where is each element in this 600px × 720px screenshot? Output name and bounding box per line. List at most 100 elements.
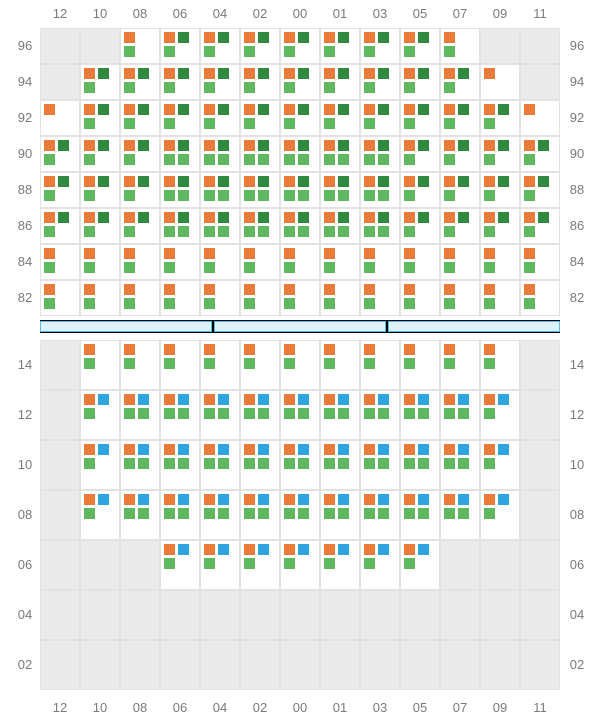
bottom-cell[interactable] [200,540,240,590]
bottom-cell[interactable] [320,540,360,590]
top-cell[interactable] [360,244,400,280]
top-cell[interactable] [200,244,240,280]
bottom-cell[interactable] [480,340,520,390]
top-cell[interactable] [520,172,560,208]
bottom-cell[interactable] [440,340,480,390]
top-cell[interactable] [400,100,440,136]
bottom-cell[interactable] [360,390,400,440]
bottom-cell[interactable] [240,490,280,540]
bottom-cell[interactable] [120,440,160,490]
bottom-cell[interactable] [240,540,280,590]
bottom-cell[interactable] [400,340,440,390]
top-cell[interactable] [320,28,360,64]
bottom-cell[interactable] [240,390,280,440]
top-cell[interactable] [400,208,440,244]
top-cell[interactable] [480,64,520,100]
bottom-cell[interactable] [400,440,440,490]
bottom-cell[interactable] [240,340,280,390]
bottom-cell[interactable] [400,540,440,590]
top-cell[interactable] [80,172,120,208]
top-cell[interactable] [360,28,400,64]
top-cell[interactable] [480,280,520,316]
bottom-cell[interactable] [480,490,520,540]
top-cell[interactable] [280,172,320,208]
top-cell[interactable] [280,244,320,280]
top-cell[interactable] [120,136,160,172]
top-cell[interactable] [280,64,320,100]
top-cell[interactable] [40,280,80,316]
top-cell[interactable] [360,100,400,136]
bottom-cell[interactable] [80,440,120,490]
top-cell[interactable] [240,172,280,208]
top-cell[interactable] [160,172,200,208]
top-cell[interactable] [440,280,480,316]
top-cell[interactable] [120,172,160,208]
top-cell[interactable] [80,136,120,172]
top-cell[interactable] [120,28,160,64]
bottom-cell[interactable] [280,390,320,440]
top-cell[interactable] [280,28,320,64]
top-cell[interactable] [280,136,320,172]
bottom-cell[interactable] [280,540,320,590]
top-cell[interactable] [240,244,280,280]
top-cell[interactable] [240,28,280,64]
top-cell[interactable] [480,172,520,208]
top-cell[interactable] [120,208,160,244]
top-cell[interactable] [160,64,200,100]
bottom-cell[interactable] [280,340,320,390]
top-cell[interactable] [160,100,200,136]
top-cell[interactable] [320,172,360,208]
top-cell[interactable] [240,100,280,136]
top-cell[interactable] [40,136,80,172]
top-cell[interactable] [400,172,440,208]
bottom-cell[interactable] [280,440,320,490]
bottom-cell[interactable] [160,490,200,540]
top-cell[interactable] [440,64,480,100]
top-cell[interactable] [120,280,160,316]
bottom-cell[interactable] [320,440,360,490]
top-cell[interactable] [440,208,480,244]
bottom-cell[interactable] [360,490,400,540]
top-cell[interactable] [160,208,200,244]
top-cell[interactable] [320,208,360,244]
bottom-cell[interactable] [200,490,240,540]
bottom-cell[interactable] [360,540,400,590]
bottom-cell[interactable] [120,390,160,440]
top-cell[interactable] [480,100,520,136]
top-cell[interactable] [40,172,80,208]
top-cell[interactable] [440,136,480,172]
top-cell[interactable] [360,208,400,244]
top-cell[interactable] [400,136,440,172]
top-cell[interactable] [40,100,80,136]
top-cell[interactable] [160,244,200,280]
top-cell[interactable] [440,172,480,208]
top-cell[interactable] [200,28,240,64]
bottom-cell[interactable] [160,390,200,440]
top-cell[interactable] [160,28,200,64]
bottom-cell[interactable] [480,390,520,440]
top-cell[interactable] [400,28,440,64]
bottom-cell[interactable] [240,440,280,490]
bottom-cell[interactable] [360,340,400,390]
top-cell[interactable] [120,244,160,280]
top-cell[interactable] [400,280,440,316]
top-cell[interactable] [40,244,80,280]
top-cell[interactable] [80,208,120,244]
top-cell[interactable] [280,208,320,244]
bottom-cell[interactable] [200,340,240,390]
top-cell[interactable] [160,280,200,316]
bottom-cell[interactable] [360,440,400,490]
bottom-cell[interactable] [320,340,360,390]
bottom-cell[interactable] [320,390,360,440]
top-cell[interactable] [360,172,400,208]
top-cell[interactable] [240,136,280,172]
bottom-cell[interactable] [280,490,320,540]
top-cell[interactable] [360,136,400,172]
top-cell[interactable] [200,208,240,244]
bottom-cell[interactable] [160,340,200,390]
bottom-cell[interactable] [440,490,480,540]
top-cell[interactable] [320,100,360,136]
top-cell[interactable] [480,136,520,172]
bottom-cell[interactable] [80,340,120,390]
top-cell[interactable] [520,280,560,316]
